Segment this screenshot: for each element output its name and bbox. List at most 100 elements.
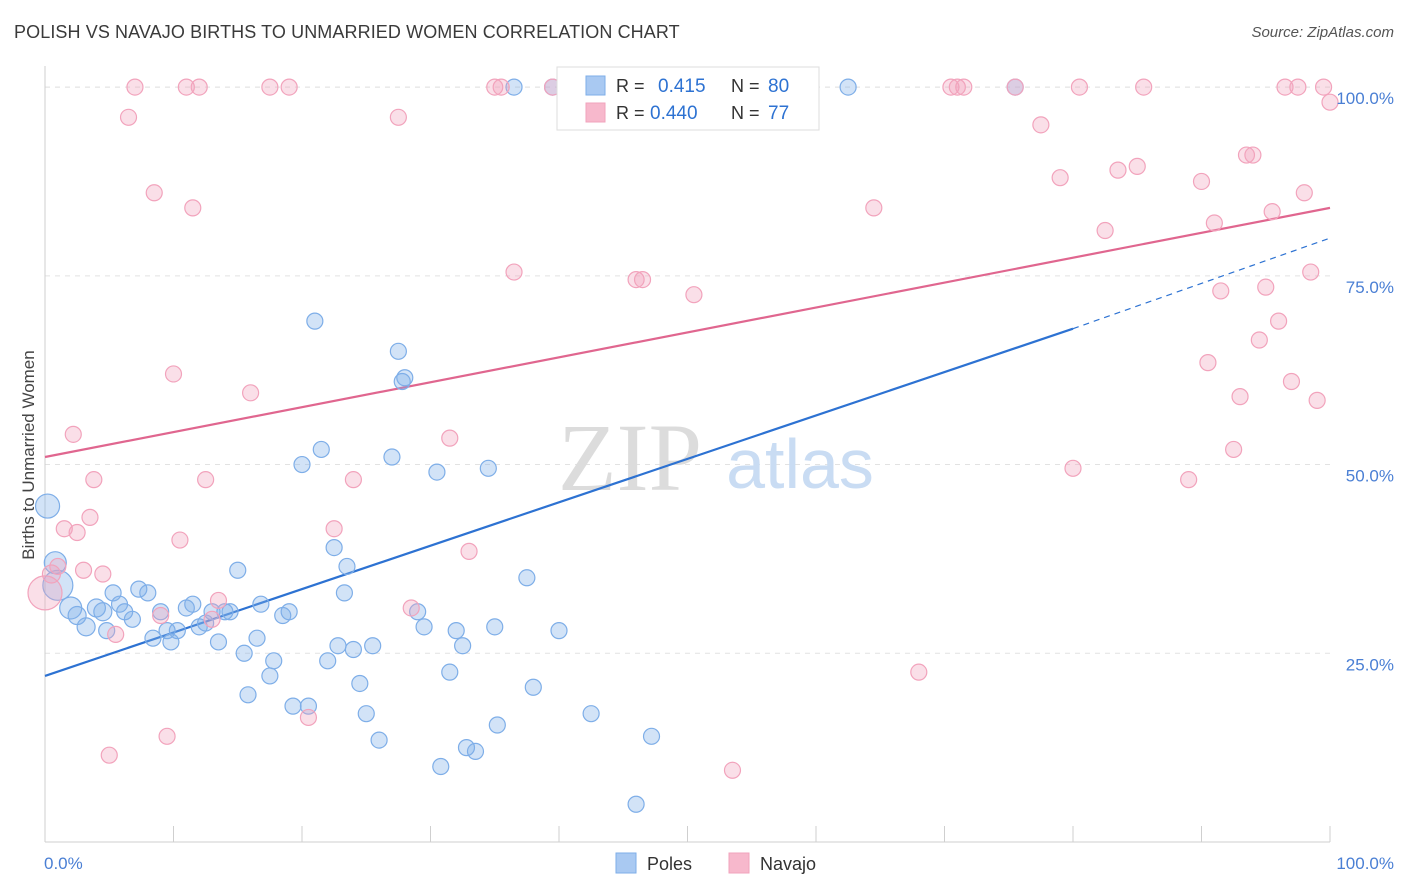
point-navajo [1282, 372, 1301, 391]
point-navajo [242, 384, 260, 402]
point-poles [457, 739, 476, 757]
point-navajo [441, 429, 459, 447]
point-poles [93, 602, 113, 622]
point-poles [139, 584, 157, 602]
point-navajo [299, 708, 318, 727]
navajo-swatch [585, 102, 606, 123]
point-navajo [910, 663, 928, 681]
point-navajo [1250, 331, 1268, 349]
point-poles [306, 312, 324, 330]
point-poles [335, 584, 354, 602]
point-navajo [1314, 78, 1333, 96]
point-poles [239, 686, 257, 704]
point-navajo [1257, 278, 1275, 296]
point-navajo [627, 270, 645, 289]
point-navajo [1308, 391, 1326, 409]
point-navajo [1289, 78, 1307, 96]
point-poles [357, 705, 375, 723]
point-poles [432, 757, 450, 776]
point-navajo [280, 78, 298, 96]
point-navajo [389, 108, 407, 126]
point-poles [454, 637, 472, 655]
point-poles [252, 595, 270, 613]
point-poles [389, 342, 407, 360]
poles-n-label: N = [731, 76, 760, 96]
navajo-r-label: R = [616, 103, 645, 123]
point-navajo [152, 606, 170, 625]
point-poles [505, 78, 523, 96]
point-navajo [633, 270, 652, 289]
point-poles [550, 622, 568, 640]
point-navajo [203, 610, 221, 628]
legend-navajo-label: Navajo [760, 854, 816, 874]
point-navajo [1199, 354, 1217, 372]
y-axis-label: Births to Unmarried Women [19, 350, 38, 559]
point-poles [344, 640, 362, 659]
point-navajo [177, 78, 195, 96]
point-poles [441, 663, 459, 681]
point-navajo [68, 523, 86, 542]
point-navajo [955, 78, 973, 96]
trendline-extension-poles [1072, 237, 1331, 330]
point-poles [130, 580, 148, 598]
point-poles [293, 455, 311, 474]
point-navajo [1205, 214, 1223, 232]
point-poles [839, 78, 857, 96]
point-navajo [74, 561, 93, 579]
point-navajo [865, 199, 883, 217]
point-navajo [1212, 282, 1230, 300]
chart-title: POLISH VS NAVAJO BIRTHS TO UNMARRIED WOM… [14, 22, 680, 42]
point-navajo [164, 365, 183, 383]
point-poles [280, 603, 298, 621]
point-poles [42, 569, 74, 601]
legend-navajo-swatch [728, 852, 750, 874]
point-poles [518, 569, 536, 587]
point-poles [428, 463, 446, 481]
watermark: ZIP atlas [558, 404, 874, 511]
watermark-zip: ZIP [558, 404, 702, 511]
point-navajo [1135, 78, 1153, 96]
poles-swatch [585, 75, 606, 96]
point-navajo [723, 761, 742, 779]
point-poles [319, 652, 337, 670]
point-poles [627, 795, 645, 813]
point-navajo [171, 531, 189, 549]
trendline-navajo [44, 206, 1331, 459]
point-poles [364, 637, 382, 655]
point-navajo [81, 508, 99, 526]
point-navajo [1231, 388, 1249, 406]
poles-r-value: 0.415 [658, 76, 706, 97]
poles-r-label: R = [616, 76, 645, 96]
point-navajo [1302, 263, 1320, 281]
y-tick-label: 25.0% [1346, 655, 1394, 674]
point-poles [221, 603, 239, 621]
point-poles [265, 652, 283, 670]
point-poles [312, 440, 330, 459]
point-navajo [1244, 146, 1262, 164]
point-navajo [325, 520, 343, 538]
point-navajo [685, 286, 703, 304]
data-points [27, 78, 1339, 813]
poles-n-value: 80 [768, 76, 789, 97]
point-poles [261, 667, 279, 685]
point-poles [351, 674, 369, 693]
navajo-r-value: 0.440 [650, 103, 698, 124]
point-poles [144, 629, 162, 647]
point-navajo [261, 78, 279, 96]
source-credit: Source: ZipAtlas.com [1251, 24, 1394, 41]
y-tick-label: 75.0% [1346, 278, 1394, 297]
point-poles [383, 448, 401, 466]
point-navajo [344, 471, 362, 489]
point-navajo [1064, 459, 1082, 477]
point-navajo [948, 78, 966, 96]
point-poles [98, 622, 116, 640]
point-navajo [1180, 471, 1198, 489]
point-poles [466, 742, 485, 761]
x-tick-label-min: 0.0% [44, 854, 83, 873]
point-navajo [1096, 221, 1114, 240]
point-navajo [27, 575, 63, 611]
point-poles [396, 369, 414, 387]
point-poles [370, 731, 388, 749]
point-poles [582, 705, 600, 723]
point-poles [76, 617, 96, 637]
